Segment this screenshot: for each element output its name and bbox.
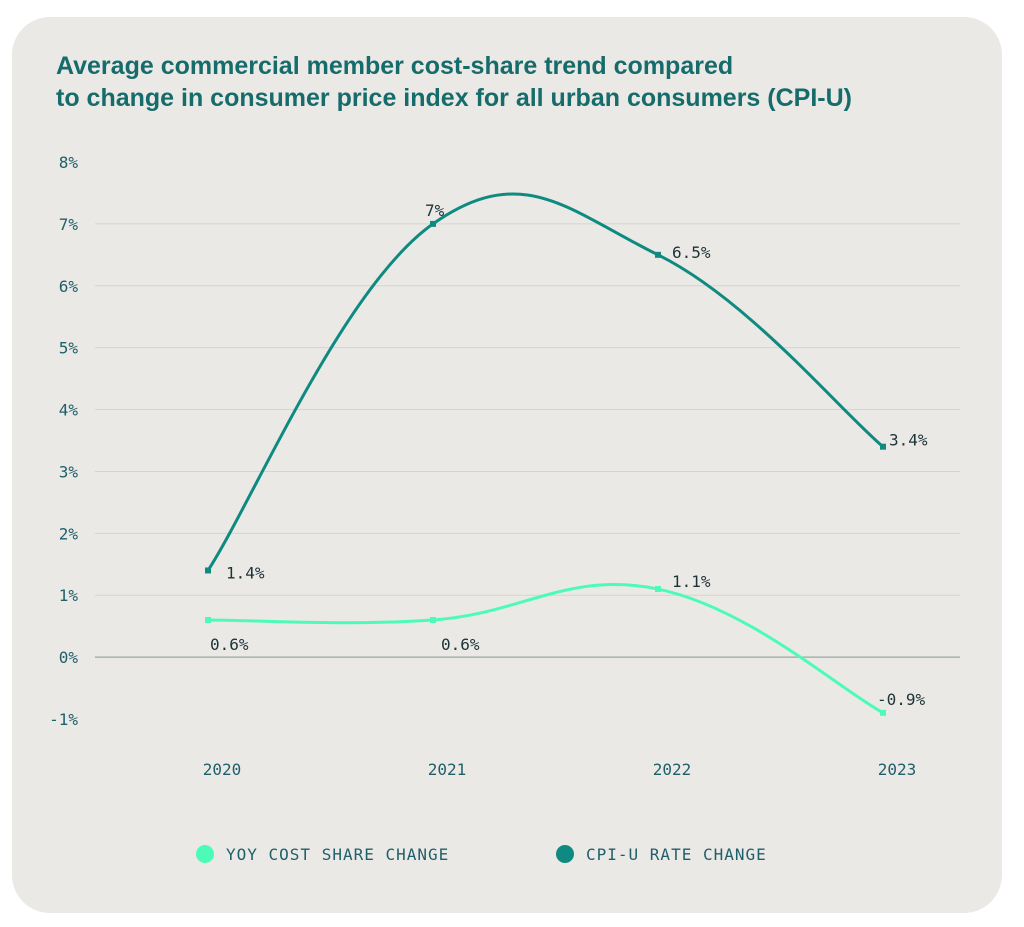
- data-label: -0.9%: [877, 690, 926, 709]
- grid-lines: [95, 223, 960, 658]
- y-tick-label: -1%: [49, 710, 78, 729]
- legend-label: YOY COST SHARE CHANGE: [226, 845, 449, 864]
- chart-card: [12, 17, 1002, 913]
- data-point: [205, 616, 211, 623]
- y-tick-label: 7%: [59, 215, 79, 234]
- data-labels: 1.4% 7% 6.5% 3.4% 0.6% 0.6% 1.1% -0.9%: [210, 201, 928, 709]
- legend-label: CPI-U RATE CHANGE: [586, 845, 767, 864]
- data-point: [655, 586, 661, 593]
- chart-title-line-1: Average commercial member cost-share tre…: [56, 52, 734, 80]
- x-tick-label: 2022: [653, 760, 692, 779]
- data-point: [205, 567, 211, 574]
- x-tick-label: 2021: [428, 760, 467, 779]
- data-label: 0.6%: [441, 635, 480, 654]
- y-axis-ticks: -1% 0% 1% 2% 3% 4% 5% 6% 7% 8%: [49, 153, 78, 729]
- data-point: [880, 709, 886, 716]
- series-line: [206, 192, 885, 572]
- series-line: [206, 582, 885, 715]
- legend-marker: [196, 845, 214, 863]
- y-tick-label: 3%: [59, 462, 79, 481]
- y-tick-label: 4%: [59, 401, 79, 420]
- data-point: [430, 220, 436, 227]
- chart-title: Average commercial member cost-share tre…: [56, 50, 976, 114]
- y-tick-label: 2%: [59, 524, 79, 543]
- y-tick-label: 1%: [59, 586, 79, 605]
- x-tick-label: 2020: [203, 760, 242, 779]
- data-point: [655, 251, 661, 258]
- x-tick-label: 2023: [878, 760, 917, 779]
- data-point: [880, 443, 886, 450]
- data-label: 6.5%: [672, 243, 711, 262]
- legend-marker: [556, 845, 574, 863]
- y-tick-label: 8%: [59, 153, 79, 172]
- y-tick-label: 0%: [59, 648, 79, 667]
- data-label: 1.1%: [672, 572, 711, 591]
- data-label: 7%: [425, 201, 445, 220]
- data-label: 0.6%: [210, 635, 249, 654]
- series-points: [205, 220, 886, 716]
- y-tick-label: 6%: [59, 277, 79, 296]
- series-lines: [206, 192, 885, 715]
- data-point: [430, 616, 436, 623]
- chart-title-line-2: to change in consumer price index for al…: [56, 84, 852, 112]
- x-axis-ticks: 2020 2021 2022 2023: [203, 760, 917, 779]
- data-label: 1.4%: [226, 563, 265, 582]
- data-label: 3.4%: [889, 431, 928, 450]
- y-tick-label: 5%: [59, 339, 79, 358]
- legend: YOY COST SHARE CHANGE CPI-U RATE CHANGE: [196, 845, 767, 864]
